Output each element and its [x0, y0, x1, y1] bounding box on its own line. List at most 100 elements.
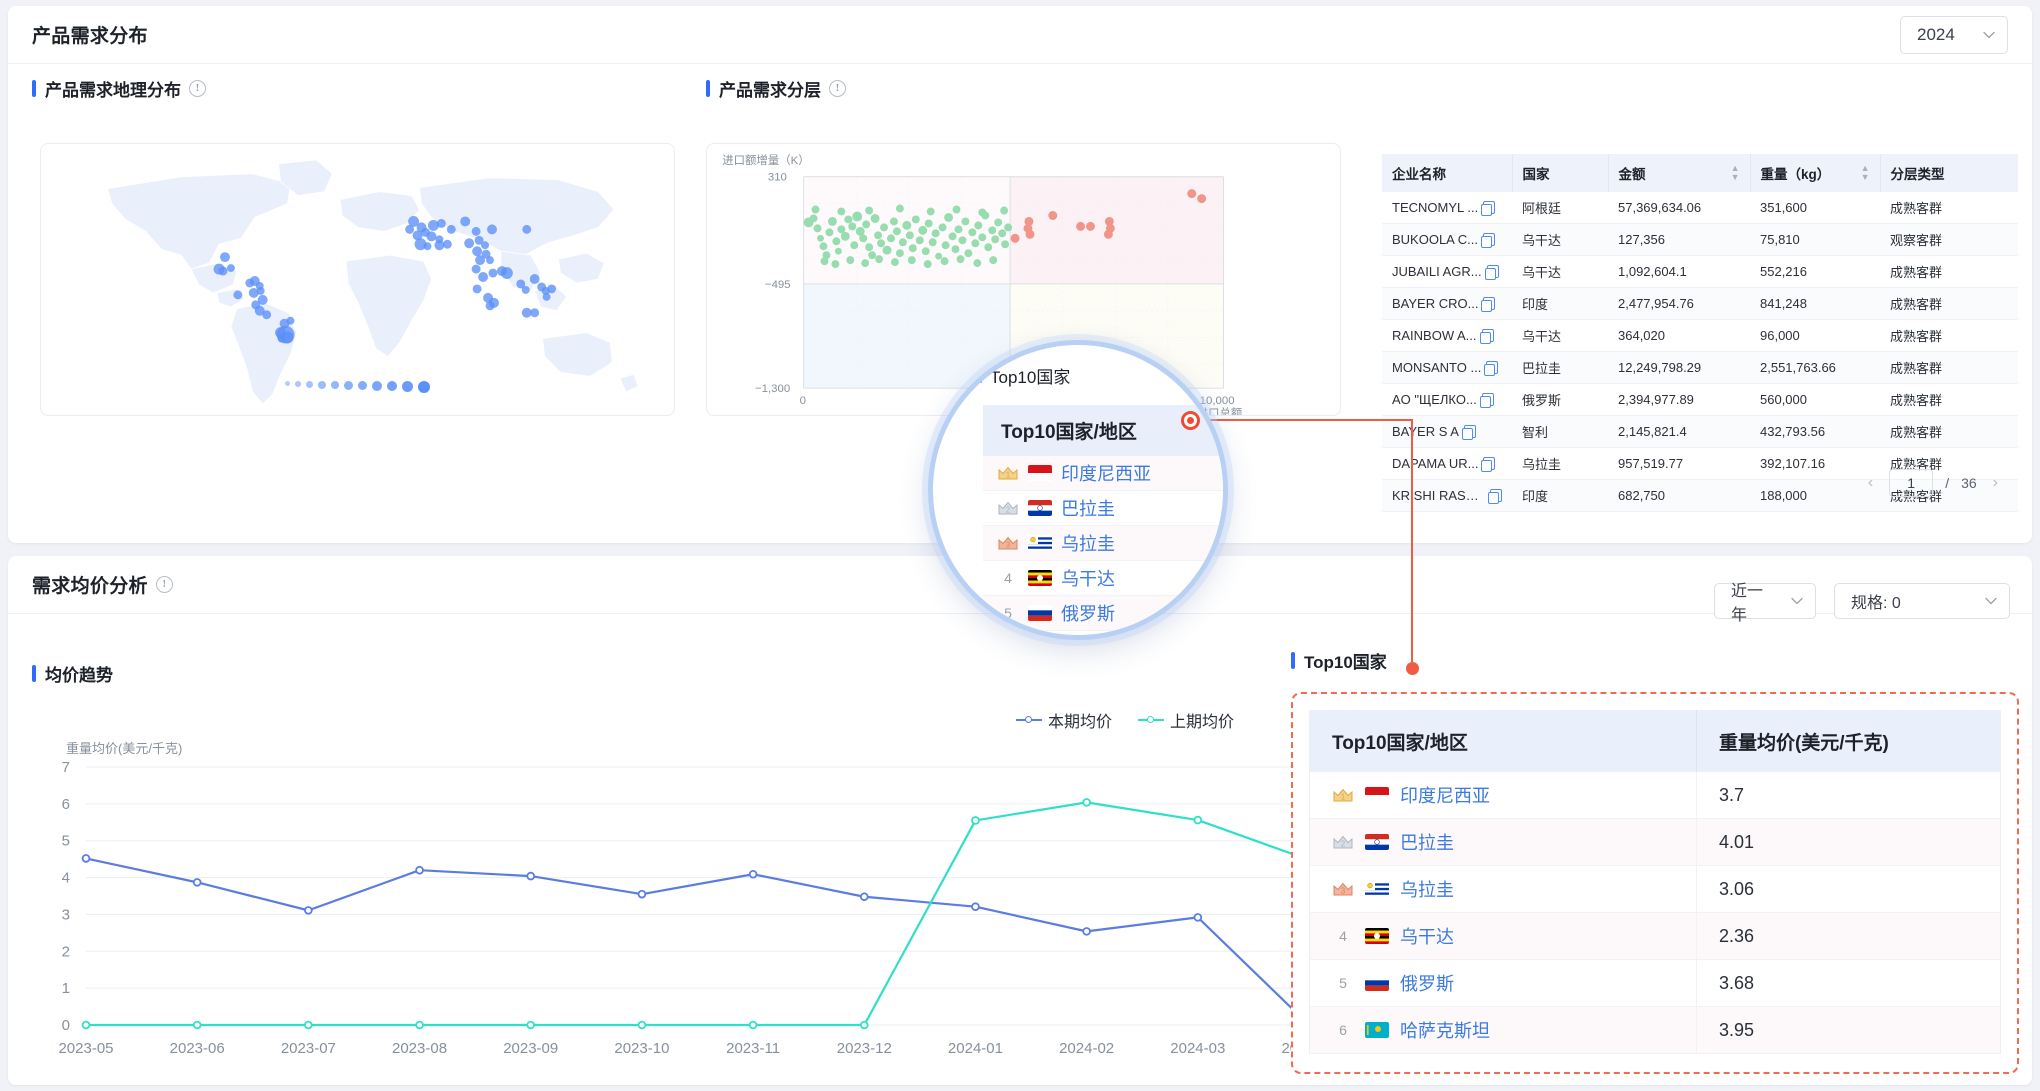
cell-enterprise: DAPAMA UR...	[1382, 447, 1512, 480]
callout-table-row[interactable]: 1 印度尼西亚 3.7	[1309, 772, 2001, 819]
cell-country: 乌干达	[1512, 255, 1608, 288]
callout-country-name: 乌拉圭	[1400, 880, 1454, 900]
svg-text:2: 2	[1341, 840, 1346, 849]
cell-weight: 552,216	[1750, 255, 1880, 288]
callout-cell-price: 4.01	[1696, 818, 2001, 866]
copy-icon[interactable]	[1484, 265, 1499, 280]
cell-enterprise: BUKOOLA C...	[1382, 223, 1512, 256]
line-x-tick-2023-09: 2023-09	[503, 1040, 558, 1057]
line-point	[748, 869, 758, 879]
demand-tier-scatter-card[interactable]: 进口额增量（K）	[706, 143, 1341, 416]
table-pagination[interactable]: ‹ 1 / 36 ›	[1864, 469, 2002, 497]
col-weight-label: 重量（kg）	[1760, 167, 1831, 182]
table-row[interactable]: TECNOMYL ... 阿根廷 57,369,634.06 351,600 成熟客群	[1382, 192, 2018, 224]
table-row[interactable]: BAYER CRO... 印度 2,477,954.76 841,248 成熟客群	[1382, 287, 2018, 320]
table-row[interactable]: BAYER S A 智利 2,145,821.4 432,793.56 成熟客群	[1382, 415, 2018, 448]
copy-icon[interactable]	[1479, 329, 1494, 344]
table-row[interactable]: DAPAMA UR... 乌拉圭 957,519.77 392,107.16 成熟客群	[1382, 447, 2018, 480]
lens-list-item[interactable]: 5 俄罗斯	[983, 596, 1223, 631]
cell-amount: 957,519.77	[1608, 447, 1750, 480]
sort-icon[interactable]: ▲ ▼	[1860, 163, 1870, 183]
callout-table-row[interactable]: 3 乌拉圭 3.06	[1309, 865, 2001, 913]
panel-header: 产品需求分布 2024	[8, 6, 2032, 64]
line-series-本期均价	[85, 857, 1310, 1026]
copy-icon[interactable]	[1479, 393, 1494, 408]
cell-amount: 127,356	[1608, 223, 1750, 256]
lens-list-item[interactable]: 3 乌拉圭	[983, 526, 1223, 561]
flag-icon-乌干达	[1365, 928, 1389, 944]
world-map-card[interactable]	[40, 143, 675, 416]
table-row[interactable]: JUBAILI AGR... 乌干达 1,092,604.1 552,216 成熟客群	[1382, 255, 2018, 288]
col-amount[interactable]: 金额 ▲ ▼	[1608, 154, 1751, 192]
copy-icon[interactable]	[1484, 361, 1499, 376]
table-row[interactable]: MONSANTO ... 巴拉圭 12,249,798.29 2,551,763.66…	[1382, 351, 2018, 384]
col-country: 国家	[1512, 154, 1609, 192]
spec-select-value: 规格: 0	[1851, 595, 1901, 612]
line-y-tick-3: 3	[62, 906, 70, 923]
prev-page-button[interactable]: ‹	[1867, 474, 1874, 491]
legend-current-period[interactable]: 本期均价	[1016, 708, 1112, 732]
cell-amount: 1,092,604.1	[1608, 255, 1750, 288]
callout-cell-price: 2.36	[1696, 912, 2001, 960]
lens-top10-table[interactable]: Top10国家/地区 1 印度尼西亚 2 巴拉圭 3 乌拉圭 4 乌干达 5 俄罗斯	[983, 405, 1223, 631]
line-point	[971, 902, 980, 911]
cell-weight: 96,000	[1750, 319, 1880, 352]
callout-cell-price: 3.7	[1696, 772, 2001, 819]
line-y-tick-4: 4	[62, 870, 70, 887]
table-row[interactable]: KRISHI RASA... 印度 682,750 188,000 成熟客群	[1382, 479, 2018, 512]
flag-icon-乌干达	[1028, 570, 1052, 586]
callout-table-row[interactable]: 2 巴拉圭 4.01	[1309, 818, 2001, 866]
info-icon[interactable]: !	[829, 80, 846, 97]
info-icon[interactable]: !	[189, 80, 206, 97]
copy-icon[interactable]	[1480, 233, 1495, 248]
callout-cell-country: 4 乌干达	[1309, 912, 1697, 960]
callout-cell-country: 2 巴拉圭	[1309, 818, 1697, 866]
map-bubbles	[213, 215, 557, 344]
period-select[interactable]: 近一年	[1714, 583, 1816, 624]
rank-number-5: 5	[1339, 975, 1347, 991]
lens-list-item[interactable]: 4 乌干达	[983, 561, 1223, 596]
lens-list-item[interactable]: 2 巴拉圭	[983, 491, 1223, 526]
page-number-input[interactable]: 1	[1889, 469, 1934, 497]
callout-country-name: 哈萨克斯坦	[1400, 1021, 1490, 1041]
callout-table-row[interactable]: 4 乌干达 2.36	[1309, 912, 2001, 960]
cell-weight: 432,793.56	[1750, 415, 1880, 448]
line-x-tick-2024-03: 2024-03	[1170, 1040, 1225, 1057]
year-select-value: 2024	[1917, 25, 1955, 44]
copy-icon[interactable]	[1488, 489, 1502, 504]
copy-icon[interactable]	[1481, 201, 1496, 216]
table-row[interactable]: AO "ЩЕЛКО... 俄罗斯 2,394,977.89 560,000 成熟客群	[1382, 383, 2018, 416]
sort-icon[interactable]: ▲ ▼	[1730, 163, 1740, 183]
line-point	[81, 1020, 91, 1030]
table-row[interactable]: BUKOOLA C... 乌干达 127,356 75,810 观察客群	[1382, 223, 2018, 256]
callout-country-name: 巴拉圭	[1400, 833, 1454, 853]
copy-icon[interactable]	[1481, 297, 1496, 312]
chevron-down-icon	[1985, 597, 1997, 605]
callout-table-row[interactable]: 6 哈萨克斯坦 3.95	[1309, 1006, 2001, 1054]
info-icon[interactable]: !	[155, 576, 173, 593]
top10-price-table[interactable]: Top10国家/地区 重量均价(美元/千克) 1 印度尼西亚 3.7 2 巴拉圭 4.01…	[1309, 710, 2001, 1054]
col-weight[interactable]: 重量（kg） ▲ ▼	[1750, 154, 1881, 192]
cell-weight: 75,810	[1750, 223, 1880, 256]
legend-line-icon	[1138, 716, 1165, 723]
cell-amount: 682,750	[1608, 479, 1750, 512]
copy-icon[interactable]	[1481, 457, 1496, 472]
callout-table-row[interactable]: 5 俄罗斯 3.68	[1309, 959, 2001, 1007]
year-select[interactable]: 2024	[1900, 16, 2008, 54]
table-row[interactable]: RAINBOW A... 乌干达 364,020 96,000 成熟客群	[1382, 319, 2018, 352]
enterprise-table[interactable]: 企业名称 国家 金额 ▲ ▼ 重量（kg） ▲ ▼ 分层类型 TECNOMYL ..	[1382, 154, 2018, 512]
line-point	[748, 1020, 758, 1030]
flag-icon-印度尼西亚	[1028, 465, 1052, 481]
scatter-y-tick-2: −1,300	[755, 383, 790, 395]
cell-tier: 成熟客群	[1880, 319, 2018, 352]
callout-cell-price: 3.68	[1696, 959, 2001, 1007]
line-chart-legend[interactable]: 本期均价 上期均价	[1016, 708, 1234, 732]
copy-icon[interactable]	[1461, 425, 1476, 440]
price-filters[interactable]: 近一年 规格: 0	[1714, 583, 2010, 624]
legend-previous-period[interactable]: 上期均价	[1138, 708, 1234, 732]
lens-list-item[interactable]: 1 印度尼西亚	[983, 456, 1223, 491]
cell-country: 乌干达	[1512, 319, 1608, 352]
cell-country: 乌干达	[1512, 223, 1608, 256]
next-page-button[interactable]: ›	[1992, 474, 1998, 491]
spec-select[interactable]: 规格: 0	[1834, 583, 2010, 619]
